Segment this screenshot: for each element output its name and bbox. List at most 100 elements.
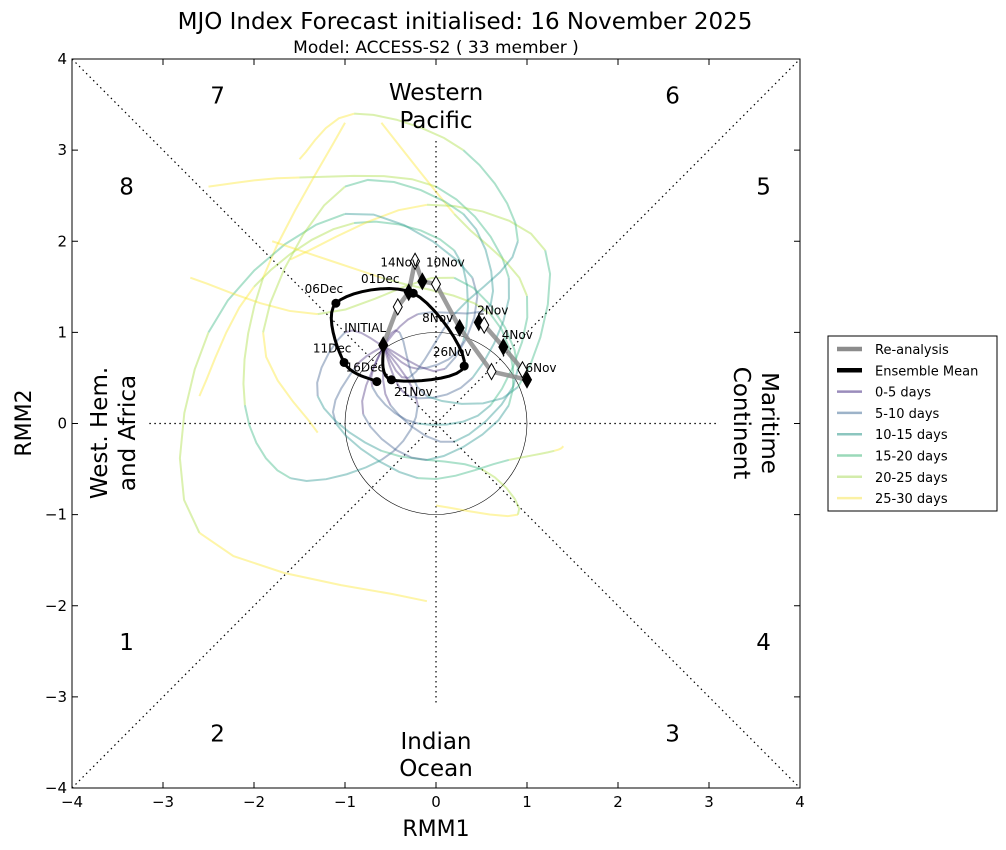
phase-label: 4 <box>756 630 771 656</box>
reanalysis-marker <box>392 297 403 316</box>
x-tick-label: −4 <box>61 793 83 811</box>
member-line-segment <box>426 203 546 252</box>
legend-label: Ensemble Mean <box>875 364 978 379</box>
reanalysis-marker <box>454 318 465 337</box>
phase-label: 2 <box>210 721 225 747</box>
member-line-segment <box>290 459 382 482</box>
ensemble-members <box>178 112 565 603</box>
member-line-segment <box>462 149 519 242</box>
member-line-segment <box>271 240 382 279</box>
member-line-segment <box>554 445 565 452</box>
y-tick-label: 4 <box>57 50 67 68</box>
member-line-segment <box>382 345 419 406</box>
reanalysis-marker <box>498 337 509 356</box>
y-tick-label: −3 <box>45 688 67 706</box>
ensemble-mean-marker <box>386 375 396 385</box>
member-line-segment <box>382 345 410 397</box>
member-line-segment <box>380 122 455 215</box>
member-line-segment <box>198 532 428 603</box>
member-line-segment <box>289 203 428 261</box>
member-line-segment <box>354 220 455 252</box>
member-line-segment <box>426 404 510 461</box>
member-line-segment <box>389 404 455 443</box>
chart-title: MJO Index Forecast initialised: 16 Novem… <box>178 9 753 35</box>
member-line-segment <box>198 286 255 397</box>
region-label-top: Pacific <box>399 108 472 134</box>
member-line-segment <box>208 176 300 188</box>
y-tick-label: 0 <box>57 415 67 433</box>
member-line-segment <box>316 331 346 397</box>
member-line-segment <box>380 405 419 461</box>
member-line-segment <box>453 240 519 315</box>
reanalysis-marker <box>486 362 497 381</box>
y-tick-label: −1 <box>45 506 67 524</box>
y-tick-label: 3 <box>57 141 67 159</box>
member-line-segment <box>207 212 346 333</box>
phase-label: 8 <box>119 175 134 201</box>
phase-label: 7 <box>210 83 225 109</box>
x-tick-label: −3 <box>152 793 174 811</box>
legend-label: Re-analysis <box>875 343 949 358</box>
member-line-segment <box>417 458 510 481</box>
member-line-segment <box>453 213 528 297</box>
x-tick-label: 3 <box>704 793 714 811</box>
member-line-segment <box>354 112 464 151</box>
ensemble-mean-date-label: 11Dec <box>313 341 352 355</box>
member-line-segment <box>480 468 521 515</box>
guide-lines <box>71 58 801 789</box>
reanalysis-date-label: 6Nov <box>525 361 556 375</box>
reanalysis-date-label: 4Nov <box>502 328 533 342</box>
ensemble-mean-marker <box>408 288 418 298</box>
ensemble-mean-marker <box>339 357 349 367</box>
reanalysis-date-label: 8Nov <box>422 311 453 325</box>
x-tick-label: 0 <box>431 793 441 811</box>
member-line-segment <box>262 332 319 434</box>
member-line-segment <box>382 345 419 370</box>
ensemble-mean-track <box>329 287 469 387</box>
member-line-segment <box>382 345 409 379</box>
y-tick-label: 2 <box>57 232 67 250</box>
legend-label: 15-20 days <box>875 450 948 465</box>
member-line-segment <box>353 345 384 370</box>
member-line-segment <box>299 174 437 188</box>
member-line-segment <box>362 413 428 461</box>
legend-label: 10-15 days <box>875 428 948 443</box>
reanalysis-marker <box>479 316 490 335</box>
region-label-left: and Africa <box>115 375 141 491</box>
member-line-segment <box>508 449 555 461</box>
reanalysis-date-label: 10Nov <box>426 255 465 269</box>
member-line-segment <box>417 404 492 426</box>
axes: −4 −3 −2 −1 0 1 2 3 4 −4 −3 −2 −1 0 1 2 3 4 <box>45 50 805 811</box>
member-line-segment <box>435 504 519 518</box>
y-tick-label: −2 <box>45 597 67 615</box>
member-line-segment <box>453 368 519 443</box>
member-line-segment <box>344 329 384 347</box>
phase-label: 3 <box>665 721 680 747</box>
member-line-segment <box>331 368 355 424</box>
x-tick-label: 2 <box>613 793 623 811</box>
member-line-segment <box>453 276 519 370</box>
member-line-segment <box>253 222 355 288</box>
member-line-segment <box>444 277 479 370</box>
x-tick-label: −1 <box>334 793 356 811</box>
region-label-right: Continent <box>728 367 754 479</box>
member-line-segment <box>435 185 510 279</box>
ensemble-mean-date-label: INITIAL <box>344 321 386 335</box>
phase-label: 6 <box>665 83 680 109</box>
member-line-segment <box>417 304 492 316</box>
region-label-top: Western <box>389 80 483 106</box>
member-line-segment <box>471 277 510 379</box>
region-label-bottom: Ocean <box>399 756 473 782</box>
legend: Re-analysis Ensemble Mean 0-5 days 5-10 day… <box>827 335 998 512</box>
member-line-segment <box>242 277 265 406</box>
x-tick-label: 4 <box>795 793 805 811</box>
y-tick-label: −4 <box>45 779 67 797</box>
x-tick-label: 1 <box>522 793 532 811</box>
member-line-segment <box>398 331 428 397</box>
member-line-segment <box>371 386 419 425</box>
reanalysis-marker <box>517 360 528 379</box>
ensemble-mean-marker <box>331 298 341 308</box>
y-axis-label: RMM2 <box>12 389 37 456</box>
chart-subtitle: Model: ACCESS-S2 ( 33 member ) <box>293 38 579 58</box>
member-line-segment <box>453 249 469 342</box>
